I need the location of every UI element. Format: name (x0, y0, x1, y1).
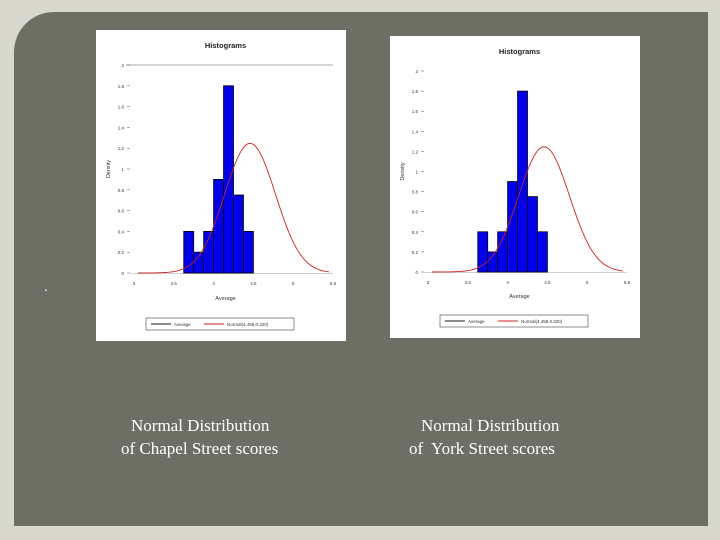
chart-title: Histograms (499, 47, 540, 56)
legend-label-average: Average (174, 322, 191, 327)
y-tick-label: 0 (121, 271, 124, 276)
normal-curve (431, 146, 624, 273)
y-tick-label: 1.4 (118, 125, 125, 130)
x-axis-label: Average (509, 294, 529, 300)
y-tick-label: 1.4 (412, 129, 419, 134)
caption-chapel-line1: Normal Distribution (131, 416, 270, 435)
y-tick-label: 1.6 (118, 105, 125, 110)
histogram-bar (233, 194, 244, 274)
chart-title: Histograms (205, 41, 246, 50)
y-tick-label: 0.6 (118, 209, 125, 214)
histogram-bar (527, 196, 538, 273)
y-tick-label: 0.4 (412, 230, 419, 235)
caption-york-line1: Normal Distribution (421, 416, 560, 435)
chart-legend: Average Normal(4.458,0.320) (145, 317, 295, 331)
y-tick-label: 0.8 (412, 190, 419, 195)
histogram-chapel-street: Histograms 0 0.2 0.4 0.6 0.8 1 1.2 1.4 1.6 1.8 2 Den… (96, 30, 346, 341)
y-tick-label: 1.8 (118, 84, 125, 89)
legend-label-normal: Normal(4.458,0.320) (227, 322, 269, 327)
y-tick-label: 1.8 (412, 89, 419, 94)
bullet-marker: . (44, 278, 48, 294)
y-tick-label: 0.2 (412, 250, 419, 255)
y-tick-label: 0.6 (412, 210, 419, 215)
y-tick-label: 1.6 (412, 109, 419, 114)
histogram-bar (537, 231, 548, 273)
x-tick-label: 3.5 (171, 281, 178, 286)
y-axis-label: Density (400, 162, 406, 181)
x-tick-label: 3.5 (465, 280, 472, 285)
x-tick-label: 5.5 (624, 280, 631, 285)
caption-york-street: Normal Distribution of York Street score… (409, 414, 559, 460)
histogram-chapel-street-svg: Histograms 0 0.2 0.4 0.6 0.8 1 1.2 1.4 1.6 1.8 2 Den… (106, 41, 337, 331)
normal-curve (137, 142, 330, 274)
x-tick-label: 4.5 (544, 280, 551, 285)
y-tick-label: 0.4 (118, 229, 125, 234)
y-tick-label: 0.2 (118, 250, 125, 255)
caption-chapel-street: Normal Distribution of Chapel Street sco… (121, 414, 278, 460)
histogram-bar (517, 90, 528, 273)
x-tick-label: 3 (427, 280, 430, 285)
caption-chapel-line2: of Chapel Street scores (121, 439, 279, 458)
x-tick-label: 5 (586, 280, 589, 285)
x-tick-label: 4 (212, 281, 215, 286)
y-axis-label: Density (106, 160, 112, 179)
chart-legend: Average Normal(4.458,0.320) (439, 314, 589, 328)
caption-york-line2: of York Street scores (409, 439, 555, 458)
y-tick-label: 1.2 (412, 149, 419, 154)
y-tick-label: 0 (415, 270, 418, 275)
histogram-bar (223, 85, 234, 274)
histogram-bar (507, 181, 518, 273)
y-tick-label: 2 (415, 69, 418, 74)
x-tick-label: 3 (133, 281, 136, 286)
histogram-york-street: Histograms 0 0.2 0.4 0.6 0.8 1 1.2 1.4 1.6 1.8 2 Den… (390, 36, 640, 338)
y-tick-label: 1.2 (118, 146, 125, 151)
histogram-york-street-svg: Histograms 0 0.2 0.4 0.6 0.8 1 1.2 1.4 1.6 1.8 2 Den… (400, 47, 631, 328)
legend-label-average: Average (468, 319, 485, 324)
y-tick-label: 2 (121, 63, 124, 68)
x-axis-label: Average (215, 296, 235, 302)
y-tick-label: 1 (121, 167, 124, 172)
y-tick-label: 1 (415, 170, 418, 175)
histogram-bar (183, 230, 195, 274)
x-tick-label: 5 (292, 281, 295, 286)
y-tick-label: 0.8 (118, 188, 125, 193)
histogram-bar (243, 230, 254, 274)
x-tick-label: 5.5 (330, 281, 337, 286)
x-tick-label: 4.5 (250, 281, 257, 286)
histogram-bar (213, 178, 224, 274)
legend-label-normal: Normal(4.458,0.320) (521, 319, 563, 324)
histogram-bar (477, 231, 489, 273)
x-tick-label: 4 (506, 280, 509, 285)
